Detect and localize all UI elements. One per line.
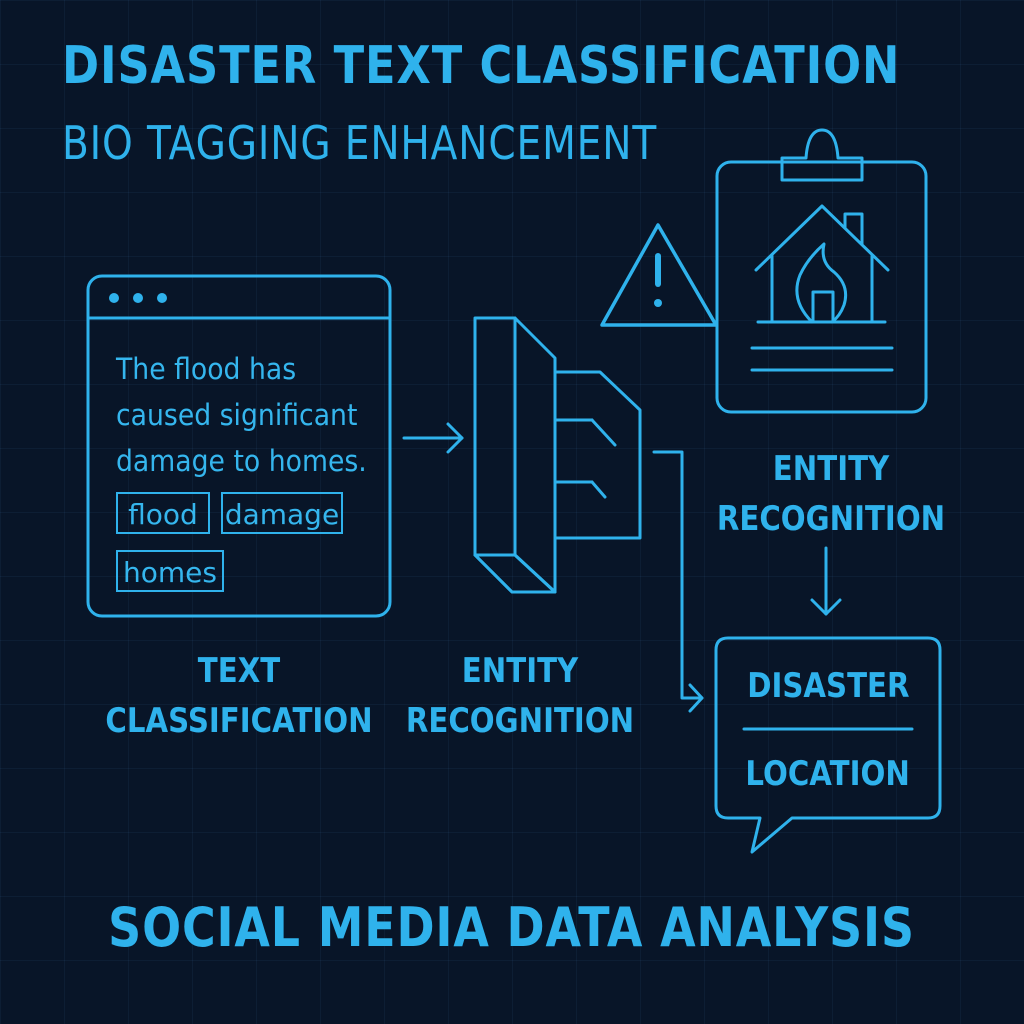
footer-title: SOCIAL MEDIA DATA ANALYSIS <box>108 896 916 959</box>
warning-triangle-icon <box>600 223 718 327</box>
entity-location: LOCATION <box>745 754 911 794</box>
speech-bubble-icon <box>714 636 942 854</box>
tag-damage: damage <box>221 492 343 534</box>
entity-disaster: DISASTER <box>746 666 910 706</box>
arrow-right-icon <box>402 422 464 454</box>
sample-text-line: damage to homes. <box>116 444 367 478</box>
tag-flood: flood <box>116 492 210 534</box>
page-subtitle: BIO TAGGING ENHANCEMENT <box>62 116 658 170</box>
label-entity-recognition-middle: ENTITY RECOGNITION <box>405 651 635 741</box>
clipboard-house-fire-icon <box>715 128 928 414</box>
tag-homes: homes <box>116 550 224 592</box>
arrow-down-icon <box>810 546 842 616</box>
model-block-icon <box>473 316 642 594</box>
page-title: DISASTER TEXT CLASSIFICATION <box>62 36 901 96</box>
sample-text: The flood has caused significant damage … <box>116 346 367 484</box>
label-text-classification: TEXT CLASSIFICATION <box>105 651 373 741</box>
label-entity-recognition-right: ENTITY RECOGNITION <box>716 449 946 539</box>
browser-window-icon <box>86 274 392 618</box>
sample-text-line: The flood has <box>116 352 297 386</box>
sample-text-line: caused significant <box>116 398 358 432</box>
connector-arrow-icon <box>652 450 704 713</box>
